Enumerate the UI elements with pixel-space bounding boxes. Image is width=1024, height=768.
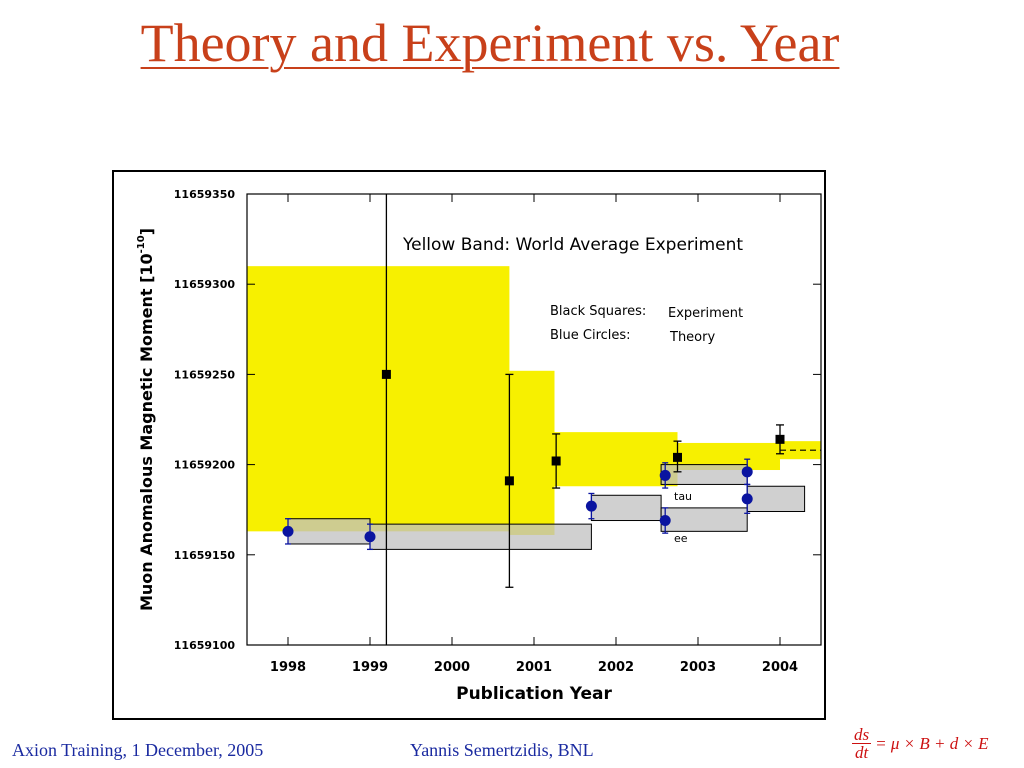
theory-box-0 <box>287 518 371 545</box>
theory-box-5 <box>746 485 806 513</box>
theory-point-0 <box>282 525 294 537</box>
equation-fraction: ds dt <box>852 725 872 762</box>
equation-numerator: ds <box>852 725 872 744</box>
y-tick-label-1: 11659150 <box>174 549 236 562</box>
y-axis-label: Muon Anomalous Magnetic Moment [10-10] <box>136 228 156 611</box>
annotation-band-title: Yellow Band: World Average Experiment <box>402 235 743 255</box>
footer-left: Axion Training, 1 December, 2005 <box>12 740 264 760</box>
y-axis-label-main: Muon Anomalous Magnetic Moment [10 <box>137 253 156 611</box>
theory-box-2 <box>590 494 662 522</box>
y-tick-label-5: 11659350 <box>174 188 236 201</box>
experiment-point-4 <box>775 434 785 444</box>
theory-point-3 <box>659 469 671 481</box>
theory-box-4 <box>660 507 748 532</box>
y-axis-label-exponent: -10 <box>136 235 147 253</box>
world-average-band-0 <box>247 266 510 532</box>
theory-point-5 <box>741 466 753 478</box>
legend-theory-value: Theory <box>669 330 715 345</box>
world-average-band-1 <box>509 370 555 535</box>
experiment-point-1 <box>504 476 514 486</box>
experiment-point-2 <box>551 456 561 466</box>
chart-svg: 1998 1999 2000 2001 2002 2003 2004 11659100 1165… <box>136 188 822 704</box>
experiment-point-3 <box>673 452 682 462</box>
x-tick-label-2: 2000 <box>434 660 470 675</box>
theory-point-1 <box>364 531 376 543</box>
spin-equation: ds dt = μ × B + d × E <box>852 726 989 761</box>
plot-area <box>247 266 821 550</box>
theory-point-6 <box>741 493 753 505</box>
experiment-point-0 <box>381 369 391 379</box>
world-average-band-2 <box>554 432 678 487</box>
x-tick-label-6: 2004 <box>762 660 798 675</box>
legend-experiment-key: Black Squares: <box>550 304 646 319</box>
theory-point-4 <box>659 515 671 527</box>
x-tick-label-3: 2001 <box>516 660 552 675</box>
x-tick-label-5: 2003 <box>680 660 716 675</box>
slide-title: Theory and Experiment vs. Year <box>140 13 840 73</box>
y-tick-label-4: 11659300 <box>174 278 236 291</box>
equation-denominator: dt <box>854 743 869 762</box>
legend-theory-key: Blue Circles: <box>550 328 631 343</box>
chart-frame: 1998 1999 2000 2001 2002 2003 2004 11659100 1165… <box>112 170 826 720</box>
annotation-tau: tau <box>674 490 692 503</box>
footer-center: Yannis Semertzidis, BNL <box>410 740 594 760</box>
x-tick-label-0: 1998 <box>270 660 306 675</box>
equation-rhs: = μ × B + d × E <box>875 733 989 753</box>
annotation-ee: ee <box>674 532 688 545</box>
y-tick-label-2: 11659200 <box>174 459 236 472</box>
theory-box-1 <box>369 523 592 550</box>
y-tick-label-3: 11659250 <box>174 368 236 381</box>
x-tick-label-1: 1999 <box>352 660 388 675</box>
legend-experiment-value: Experiment <box>668 306 743 321</box>
theory-point-2 <box>585 500 597 512</box>
y-tick-label-0: 11659100 <box>174 639 236 652</box>
y-axis-label-end: ] <box>137 228 156 235</box>
theory-box-3 <box>660 464 748 485</box>
x-tick-label-4: 2002 <box>598 660 634 675</box>
x-axis-label: Publication Year <box>456 684 612 704</box>
